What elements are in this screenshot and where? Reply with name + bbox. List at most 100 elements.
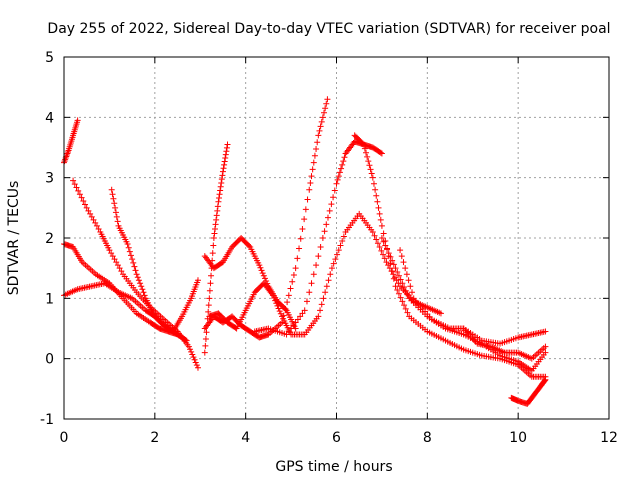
data-point	[73, 184, 80, 191]
data-point	[541, 377, 548, 384]
data-point	[129, 256, 136, 263]
data-point	[88, 213, 95, 220]
data-point	[113, 259, 120, 266]
data-point	[209, 250, 216, 257]
data-point	[334, 176, 341, 183]
data-point	[189, 351, 196, 358]
data-point	[210, 242, 217, 249]
data-point	[389, 268, 396, 275]
data-point	[288, 325, 295, 332]
data-point	[82, 201, 89, 208]
data-point	[542, 343, 549, 350]
data-point	[335, 247, 342, 254]
data-point	[132, 267, 139, 274]
data-point	[335, 173, 342, 180]
data-point	[370, 180, 377, 187]
data-point	[127, 252, 134, 259]
y-tick-label: 2	[45, 231, 54, 247]
data-point	[378, 247, 385, 254]
series-arc-k	[351, 132, 385, 157]
data-point	[140, 289, 147, 296]
data-point	[190, 354, 197, 361]
data-point	[317, 307, 324, 314]
data-point	[334, 251, 341, 258]
x-tick-label: 6	[332, 430, 341, 446]
data-point	[315, 132, 322, 139]
data-point	[376, 244, 383, 251]
gridlines	[64, 57, 609, 419]
data-point	[78, 194, 85, 201]
data-point	[109, 253, 116, 260]
data-point	[311, 152, 318, 159]
data-point	[139, 286, 146, 293]
data-point	[218, 179, 225, 186]
data-point	[307, 179, 314, 186]
data-point	[303, 298, 310, 305]
data-point	[328, 265, 335, 272]
data-point	[261, 275, 268, 282]
data-point	[377, 149, 384, 156]
data-point	[380, 238, 387, 245]
data-point	[95, 225, 102, 232]
series-arc-a	[61, 117, 81, 166]
data-point	[315, 253, 322, 260]
data-point	[319, 235, 326, 241]
data-point	[310, 271, 317, 278]
data-point	[211, 230, 218, 237]
data-point	[369, 228, 376, 235]
series-arc-j	[251, 138, 549, 380]
data-point	[363, 149, 370, 156]
y-tick-label: 1	[45, 291, 54, 307]
data-point	[325, 277, 332, 284]
data-point	[182, 336, 189, 343]
data-point	[368, 170, 375, 177]
data-point	[386, 265, 393, 272]
data-point	[324, 214, 331, 221]
data-point	[364, 153, 371, 160]
data-point	[290, 322, 297, 329]
data-point	[133, 271, 140, 278]
data-point	[210, 235, 217, 241]
data-point	[371, 232, 378, 239]
data-point	[187, 346, 194, 353]
data-point	[217, 187, 224, 194]
data-point	[366, 162, 373, 169]
data-point	[217, 183, 224, 190]
data-point	[390, 271, 397, 278]
data-point	[183, 337, 190, 344]
y-tick-label: 5	[45, 50, 54, 66]
data-point	[317, 123, 324, 130]
data-point	[257, 264, 264, 271]
data-point	[395, 272, 402, 279]
x-tick-label: 10	[509, 430, 527, 446]
data-point	[289, 278, 296, 285]
data-point	[206, 287, 213, 294]
data-point	[259, 270, 266, 277]
data-point	[141, 292, 148, 299]
series-arc-n	[460, 325, 549, 362]
data-point	[290, 271, 297, 278]
data-point	[256, 262, 263, 269]
data-point	[194, 277, 201, 284]
data-point	[403, 271, 410, 278]
data-point	[337, 242, 344, 249]
data-point	[375, 204, 382, 211]
data-point	[313, 262, 320, 269]
data-point	[130, 259, 137, 266]
data-point	[322, 289, 329, 296]
data-point	[304, 196, 311, 203]
data-point	[310, 159, 317, 166]
data-point	[378, 222, 385, 229]
data-point	[390, 275, 397, 282]
data-point	[80, 198, 87, 205]
data-point	[277, 310, 284, 317]
data-point	[339, 161, 346, 168]
data-point	[372, 186, 379, 193]
data-point	[294, 255, 301, 262]
data-point	[402, 287, 409, 294]
data-point	[395, 290, 402, 297]
data-point	[402, 265, 409, 272]
data-point	[385, 250, 392, 257]
data-point	[401, 284, 408, 291]
